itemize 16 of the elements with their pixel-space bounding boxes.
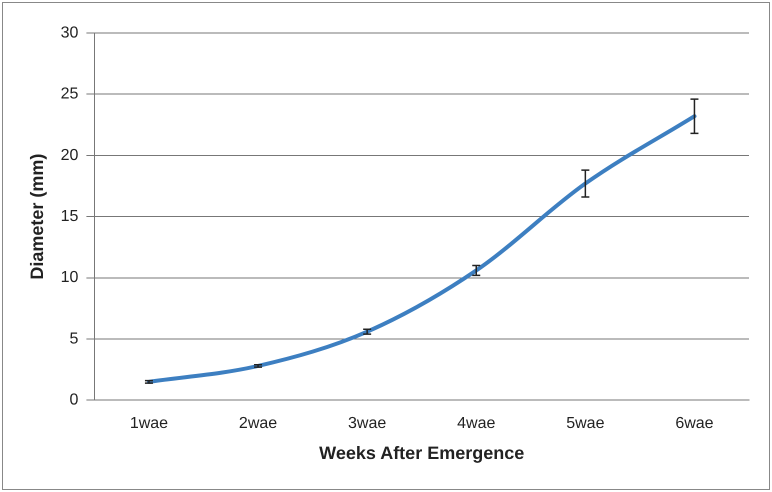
x-tick-label: 5wae [566, 415, 605, 432]
y-tick-label: 0 [69, 392, 78, 409]
x-tick-label: 4wae [457, 415, 496, 432]
y-tick-label: 15 [60, 208, 78, 226]
y-tick-label: 5 [69, 330, 78, 348]
x-tick-label: 1wae [130, 415, 168, 432]
y-tick-label: 25 [60, 86, 78, 103]
x-axis-title: Weeks After Emergence [319, 443, 524, 464]
y-axis-title: Diameter (mm) [26, 154, 47, 280]
line-series [146, 114, 696, 384]
y-tick-label: 10 [60, 269, 78, 286]
x-tick-label: 3wae [348, 415, 386, 432]
x-tick-label: 6wae [675, 415, 714, 432]
y-tick-label: 30 [60, 24, 78, 42]
x-tick-label: 2wae [238, 415, 278, 432]
y-tick-label: 20 [60, 146, 78, 164]
